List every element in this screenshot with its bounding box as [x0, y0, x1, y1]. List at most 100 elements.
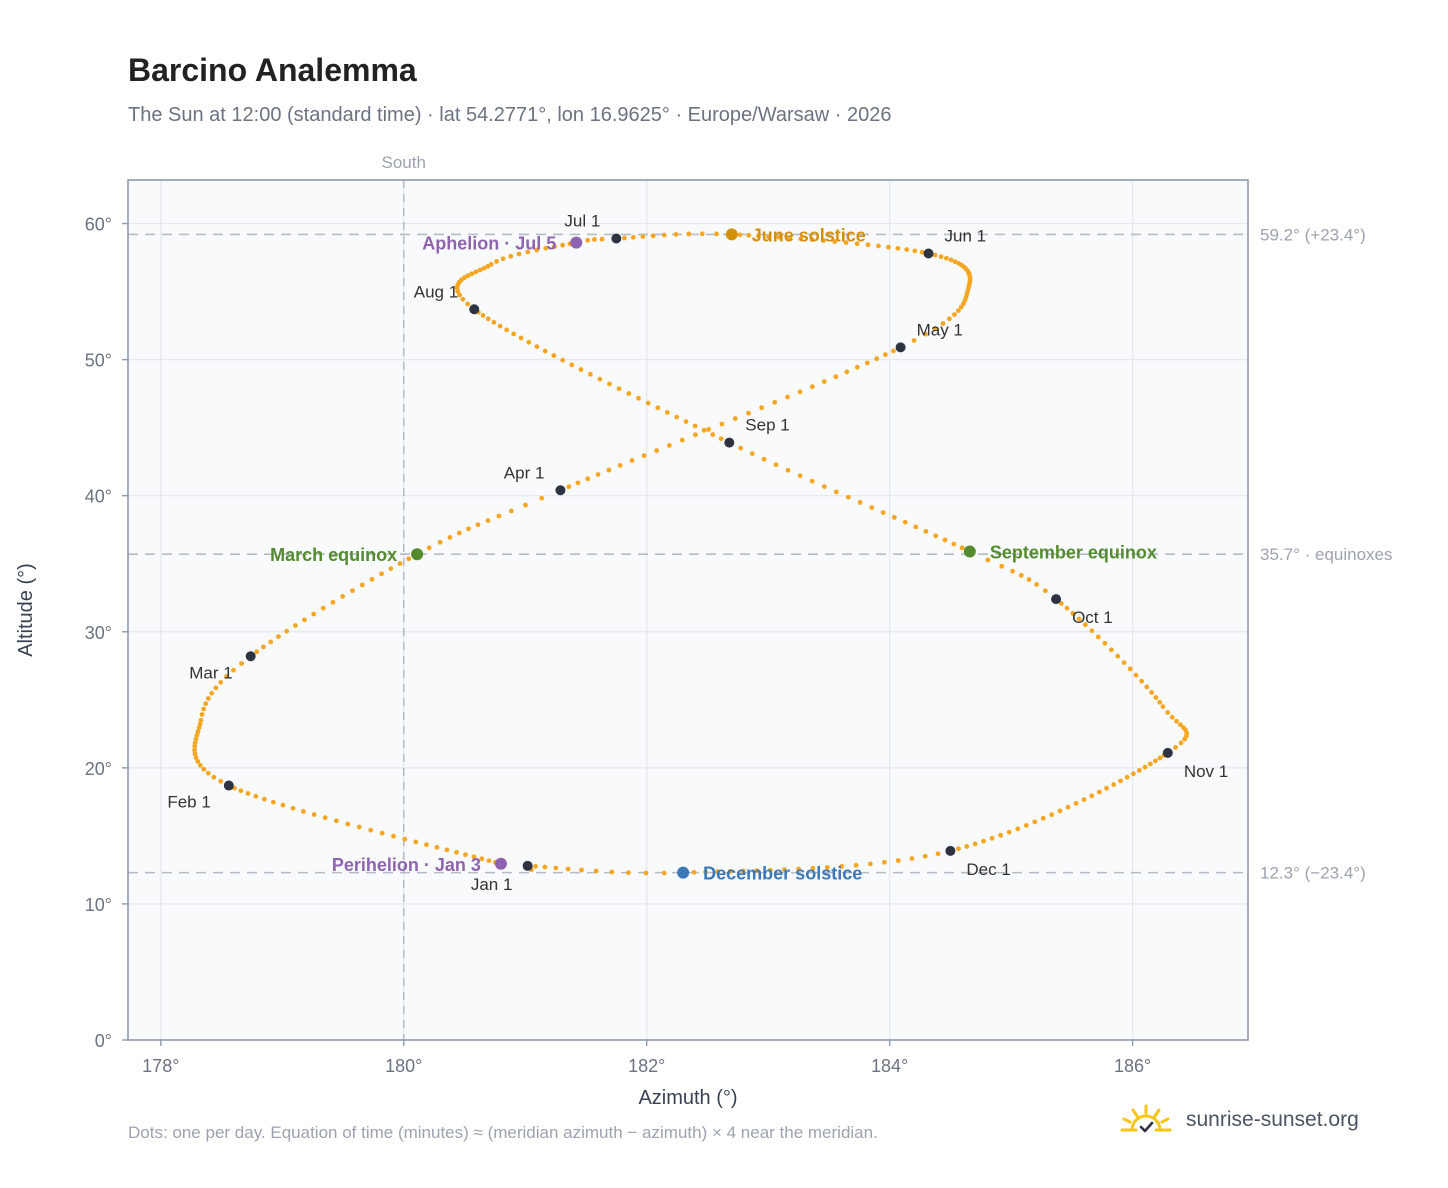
y-tick-label: 40°	[85, 487, 112, 507]
day-dot	[645, 400, 651, 406]
month-label: Feb 1	[167, 793, 210, 812]
day-dot	[935, 851, 941, 857]
day-dot	[397, 561, 403, 566]
y-tick-label: 60°	[85, 215, 112, 235]
day-dot	[773, 462, 779, 468]
day-dot	[626, 391, 632, 396]
day-dot	[891, 515, 897, 520]
day-dot	[201, 766, 207, 772]
month-label: Mar 1	[189, 663, 232, 682]
day-dot	[785, 467, 791, 473]
day-dot	[276, 634, 281, 640]
day-dot	[922, 853, 928, 859]
day-dot	[437, 539, 443, 545]
day-dot	[1065, 804, 1071, 810]
day-dot	[245, 791, 251, 796]
month-marker	[469, 304, 480, 315]
day-dot	[238, 788, 244, 794]
month-marker	[945, 845, 956, 856]
day-dot	[534, 247, 540, 253]
day-dot	[746, 410, 751, 416]
day-dot	[1124, 774, 1130, 780]
day-dot	[699, 231, 705, 237]
day-dot	[737, 232, 743, 238]
month-markers: Jan 1 Feb 1 Mar 1 Apr 1 May 1 Jun 1 Jul 1 Aug 1…	[167, 212, 1228, 894]
day-dot	[526, 339, 532, 345]
x-tick-label: 180°	[385, 1056, 422, 1076]
day-dot	[1127, 666, 1133, 672]
month-label: May 1	[917, 320, 963, 339]
day-dot	[809, 384, 815, 390]
month-label: Aug 1	[414, 282, 458, 301]
day-dot	[591, 237, 597, 242]
month-marker	[611, 233, 622, 244]
day-dot	[597, 376, 603, 382]
day-dot	[209, 690, 215, 696]
day-dot	[413, 839, 419, 845]
day-dot	[496, 513, 502, 519]
day-dot	[919, 249, 925, 255]
day-dot	[1082, 622, 1088, 628]
day-dot	[895, 858, 901, 863]
day-dot	[1049, 812, 1055, 818]
day-dot	[1108, 647, 1114, 653]
y-tick-label: 0°	[95, 1031, 112, 1051]
day-dot	[466, 526, 471, 532]
day-dot	[902, 519, 908, 525]
day-dot	[692, 432, 698, 438]
day-dot	[575, 480, 581, 486]
day-dot	[1118, 778, 1123, 784]
day-dot	[904, 247, 910, 252]
month-label: Oct 1	[1072, 608, 1113, 627]
day-dot	[824, 865, 830, 870]
day-dot	[195, 759, 201, 764]
day-dot	[350, 588, 355, 594]
event-label: Perihelion · Jan 3	[332, 855, 481, 875]
day-dot	[857, 500, 863, 505]
day-dot	[1174, 718, 1179, 724]
day-dot	[869, 505, 875, 510]
x-tick-label: 178°	[142, 1056, 179, 1076]
day-dot	[254, 649, 260, 655]
day-dot	[710, 432, 716, 437]
day-dot	[485, 316, 491, 322]
day-dot	[797, 389, 803, 395]
day-dot	[192, 740, 198, 746]
day-dot	[475, 522, 481, 528]
day-dot	[952, 259, 958, 265]
reference-line-label: 35.7° · equinoxes	[1260, 545, 1393, 564]
day-dot	[956, 846, 961, 852]
day-dot	[951, 541, 957, 547]
day-dot	[821, 484, 827, 489]
y-tick-label: 10°	[85, 895, 112, 915]
day-dot	[566, 484, 572, 490]
day-dot	[1057, 808, 1063, 814]
brand-block[interactable]: sunrise-sunset.org	[1118, 1102, 1359, 1138]
day-dot	[761, 456, 767, 462]
month-marker	[1162, 747, 1173, 758]
day-dot	[1149, 690, 1154, 695]
day-dot	[740, 868, 746, 874]
day-dot	[998, 832, 1004, 838]
day-dot	[932, 326, 938, 331]
day-dot	[322, 815, 328, 821]
reference-line-label: 59.2° (+23.4°)	[1260, 225, 1366, 244]
day-dot	[231, 667, 236, 673]
day-dot	[798, 236, 804, 242]
day-dot	[599, 236, 605, 242]
event-label: December solstice	[703, 864, 862, 884]
day-dot	[560, 357, 566, 363]
day-dot	[865, 242, 871, 248]
day-dot	[345, 821, 351, 827]
day-dot	[1147, 761, 1153, 767]
day-dot	[268, 639, 274, 645]
day-dot	[454, 849, 459, 855]
day-dot	[261, 796, 267, 802]
day-dot	[853, 862, 859, 868]
day-dot	[981, 838, 986, 844]
day-dot	[706, 427, 712, 432]
sun-logo-icon	[1120, 1104, 1172, 1133]
event-marker	[725, 228, 738, 241]
day-dot	[666, 442, 672, 448]
day-dot	[523, 502, 528, 508]
